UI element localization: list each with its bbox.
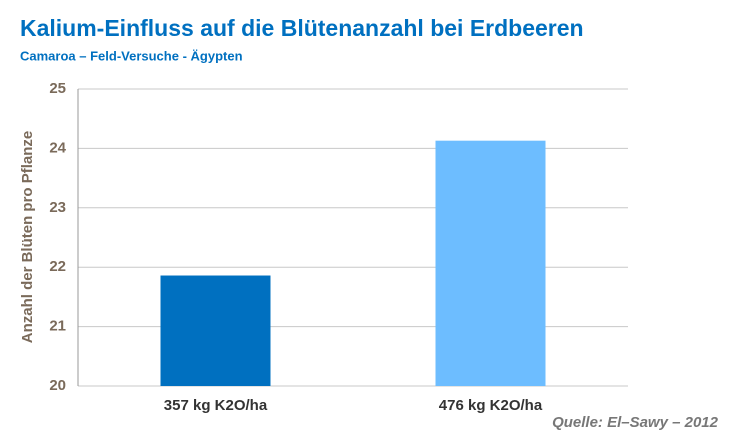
y-tick-label: 24 — [49, 139, 66, 156]
chart-subtitle: Camaroa – Feld-Versuche - Ägypten — [20, 48, 243, 63]
y-tick-label: 21 — [49, 318, 66, 335]
bar — [160, 275, 271, 386]
chart-title: Kalium-Einfluss auf die Blütenanzahl bei… — [20, 15, 584, 41]
y-tick-label: 22 — [49, 258, 66, 275]
y-tick-label: 20 — [49, 377, 66, 394]
y-tick-label: 23 — [49, 199, 66, 216]
y-tick-label: 25 — [49, 80, 66, 97]
annotation: Quelle: El–Sawy – 2012 — [552, 414, 719, 431]
x-tick-label: 357 kg K2O/ha — [164, 397, 268, 414]
y-axis-label: Anzahl der Blüten pro Pflanze — [19, 131, 36, 344]
bar — [435, 140, 546, 386]
x-tick-label: 476 kg K2O/ha — [439, 397, 543, 414]
